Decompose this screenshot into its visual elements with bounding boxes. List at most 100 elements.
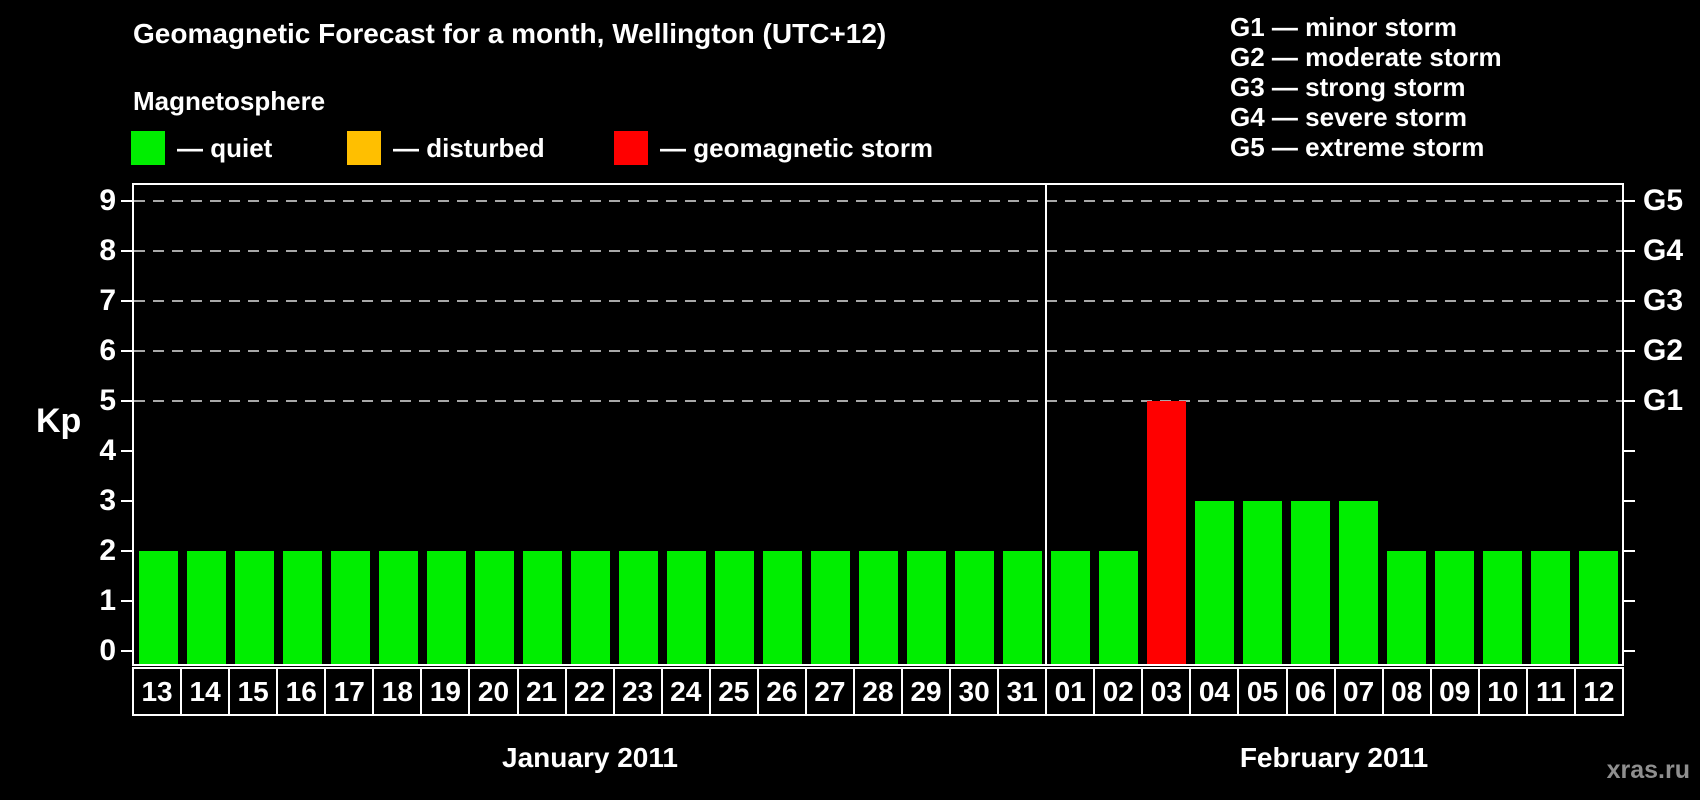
y-tick-label-kp7: 7 — [99, 284, 116, 317]
kp-bar-day-10 — [1482, 551, 1522, 664]
right-axis-label-g2: G2 — [1643, 334, 1684, 367]
day-label-17: 17 — [326, 669, 375, 714]
day-label-25: 25 — [711, 669, 759, 714]
day-label-30: 30 — [951, 669, 1000, 714]
y-tick-label-kp1: 1 — [99, 584, 116, 617]
y-tick-label-kp0: 0 — [99, 634, 116, 667]
left-tick-kp1 — [121, 600, 132, 602]
g5-legend-line: G5 — extreme storm — [1230, 132, 1485, 162]
right-tick-kp8 — [1624, 250, 1635, 252]
day-label-20: 20 — [470, 669, 519, 714]
day-label-14: 14 — [182, 669, 231, 714]
day-label-07: 07 — [1336, 669, 1384, 714]
day-label-26: 26 — [759, 669, 807, 714]
day-label-02: 02 — [1095, 669, 1144, 714]
left-tick-kp4 — [121, 450, 132, 452]
kp-bar-day-02 — [1098, 551, 1138, 664]
day-label-22: 22 — [567, 669, 615, 714]
left-tick-kp0 — [121, 650, 132, 652]
kp-bar-day-15 — [234, 551, 274, 664]
right-tick-kp3 — [1624, 500, 1635, 502]
plot-area — [132, 183, 1624, 666]
left-tick-kp2 — [121, 550, 132, 552]
day-label-08: 08 — [1384, 669, 1432, 714]
kp-bar-day-13 — [138, 551, 178, 664]
gridline-kp6 — [134, 350, 1622, 352]
day-label-09: 09 — [1432, 669, 1480, 714]
right-tick-kp9 — [1624, 200, 1635, 202]
day-label-06: 06 — [1288, 669, 1336, 714]
kp-bar-day-23 — [618, 551, 658, 664]
quiet-legend-label: — quiet — [177, 133, 273, 163]
day-label-04: 04 — [1191, 669, 1240, 714]
g4-legend-line: G4 — severe storm — [1230, 102, 1468, 132]
day-label-16: 16 — [278, 669, 327, 714]
right-axis-label-g3: G3 — [1643, 284, 1684, 317]
g1-legend-line: G1 — minor storm — [1230, 12, 1457, 42]
page-title: Geomagnetic Forecast for a month, Wellin… — [133, 18, 887, 49]
right-axis-label-g4: G4 — [1643, 234, 1684, 267]
day-label-24: 24 — [663, 669, 711, 714]
kp-bar-day-24 — [666, 551, 706, 664]
right-axis-label-g1: G1 — [1643, 384, 1684, 417]
kp-bar-day-05 — [1242, 501, 1282, 664]
kp-bar-day-18 — [378, 551, 418, 664]
y-tick-label-kp4: 4 — [99, 434, 116, 467]
storm-legend-label: — geomagnetic storm — [660, 133, 934, 163]
kp-bar-day-27 — [810, 551, 850, 664]
month-label-0: January 2011 — [502, 742, 678, 773]
right-tick-kp6 — [1624, 350, 1635, 352]
day-label-31: 31 — [999, 669, 1048, 714]
right-tick-kp2 — [1624, 550, 1635, 552]
gridline-kp8 — [134, 250, 1622, 252]
kp-bar-day-03 — [1146, 401, 1186, 664]
quiet-color-swatch — [131, 131, 165, 165]
kp-bar-day-22 — [570, 551, 610, 664]
kp-bar-day-26 — [762, 551, 802, 664]
y-tick-label-kp8: 8 — [99, 234, 116, 267]
g-scale-legend: G1 — minor storm G2 — moderate storm G3 … — [1230, 12, 1502, 162]
right-tick-kp1 — [1624, 600, 1635, 602]
day-label-01: 01 — [1047, 669, 1096, 714]
kp-bar-day-29 — [906, 551, 946, 664]
gridline-kp5 — [134, 400, 1622, 402]
kp-bar-day-30 — [954, 551, 994, 664]
kp-bar-day-19 — [426, 551, 466, 664]
day-label-15: 15 — [230, 669, 279, 714]
day-label-28: 28 — [855, 669, 903, 714]
y-tick-label-kp6: 6 — [99, 334, 116, 367]
kp-bar-day-12 — [1578, 551, 1618, 664]
day-label-23: 23 — [615, 669, 663, 714]
kp-bar-day-09 — [1434, 551, 1474, 664]
magnetosphere-legend-heading: Magnetosphere — [133, 86, 326, 116]
kp-bar-day-04 — [1194, 501, 1234, 664]
disturbed-legend-label: — disturbed — [393, 133, 545, 163]
gridline-kp9 — [134, 200, 1622, 202]
month-label-1: February 2011 — [1239, 742, 1429, 773]
gridline-kp7 — [134, 300, 1622, 302]
left-tick-kp8 — [121, 250, 132, 252]
right-tick-kp7 — [1624, 300, 1635, 302]
month-divider — [1045, 185, 1047, 664]
left-tick-kp5 — [121, 400, 132, 402]
day-label-18: 18 — [374, 669, 423, 714]
kp-bar-day-31 — [1002, 551, 1042, 664]
storm-color-swatch — [614, 131, 648, 165]
left-tick-kp3 — [121, 500, 132, 502]
kp-bar-day-25 — [714, 551, 754, 664]
day-label-21: 21 — [519, 669, 567, 714]
kp-bar-day-16 — [282, 551, 322, 664]
kp-bar-day-06 — [1290, 501, 1330, 664]
y-tick-label-kp2: 2 — [99, 534, 116, 567]
day-label-12: 12 — [1583, 676, 1615, 707]
disturbed-color-swatch — [347, 131, 381, 165]
watermark: xras.ru — [1606, 756, 1690, 784]
right-tick-kp5 — [1624, 400, 1635, 402]
kp-bar-day-28 — [858, 551, 898, 664]
kp-bar-day-11 — [1530, 551, 1570, 664]
y-tick-label-kp5: 5 — [99, 384, 116, 417]
day-label-19: 19 — [422, 669, 471, 714]
day-label-29: 29 — [903, 669, 952, 714]
right-tick-kp4 — [1624, 450, 1635, 452]
